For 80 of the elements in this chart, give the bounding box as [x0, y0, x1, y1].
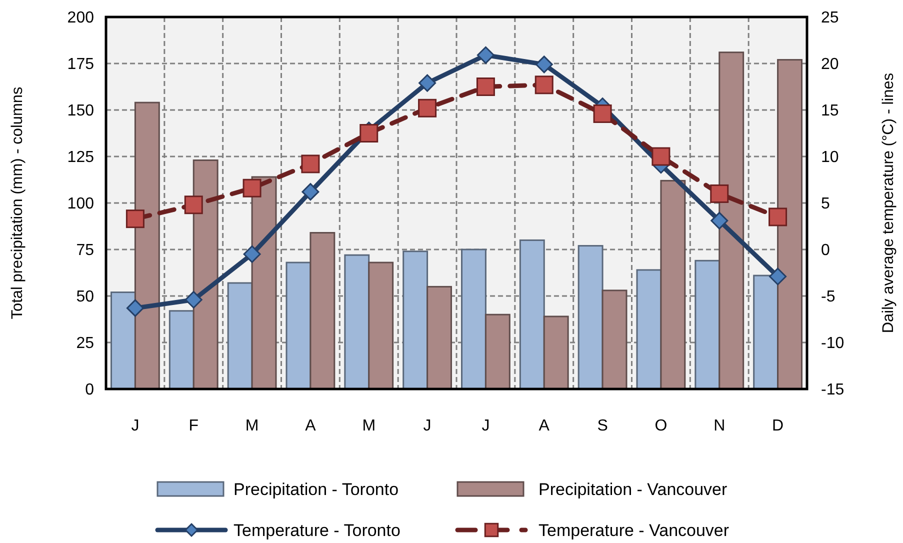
y-axis-title: Total precipitation (mm) - columns — [9, 86, 26, 320]
point — [302, 183, 320, 201]
y2-tick-label: 20 — [821, 56, 839, 74]
bar — [519, 239, 545, 390]
point — [418, 98, 437, 118]
x-tick-label: F — [188, 418, 199, 435]
point — [243, 245, 261, 263]
bar — [777, 59, 802, 390]
y2-tick-label: 25 — [821, 10, 839, 27]
point — [652, 147, 670, 166]
y-tick-label: 125 — [67, 149, 94, 166]
point — [184, 196, 203, 214]
x-tick-label: J — [131, 418, 140, 435]
bar — [636, 269, 662, 390]
point — [360, 124, 378, 142]
point — [242, 178, 262, 198]
point — [593, 104, 612, 123]
bar — [578, 245, 604, 390]
y-tick-label: 25 — [76, 335, 94, 352]
point — [301, 154, 320, 174]
point — [710, 212, 728, 230]
bar — [368, 262, 394, 390]
bar — [286, 262, 312, 390]
x-tick-label: D — [772, 418, 784, 435]
bar — [484, 314, 510, 390]
y-tick-label: 50 — [76, 288, 94, 306]
point — [418, 74, 436, 92]
y2-tick-label: -5 — [821, 288, 836, 306]
bar — [660, 180, 686, 390]
point — [768, 208, 788, 226]
y2-tick-label: -10 — [821, 335, 844, 352]
bar — [718, 52, 744, 390]
bar — [168, 310, 194, 390]
y-tick-label: 0 — [85, 382, 94, 399]
point — [534, 76, 554, 94]
point — [476, 46, 494, 64]
x-tick-label: J — [482, 418, 490, 435]
y-tick-label: 200 — [67, 10, 94, 27]
legend-label: Precipitation - Toronto — [234, 480, 399, 499]
x-tick-label: M — [245, 418, 259, 435]
point — [476, 78, 495, 96]
y2-tick-label: 15 — [821, 102, 839, 120]
legend-label: Precipitation - Vancouver — [538, 480, 728, 499]
bar — [227, 282, 253, 390]
bar — [134, 102, 160, 390]
bar — [192, 159, 218, 390]
bar — [461, 248, 486, 390]
bar — [402, 250, 428, 390]
bar — [753, 274, 779, 390]
bar — [543, 316, 569, 390]
y2-axis-title: Daily average temperature (°C) - lines — [880, 72, 897, 334]
bar — [694, 260, 720, 390]
x-tick-label: N — [714, 418, 726, 435]
y2-tick-label: 5 — [821, 196, 830, 213]
legend-label: Temperature - Vancouver — [538, 520, 730, 540]
y2-tick-label: -15 — [821, 382, 844, 399]
point — [126, 210, 144, 228]
y-tick-label: 75 — [76, 242, 94, 260]
point — [710, 184, 729, 203]
bar — [310, 232, 336, 390]
y-tick-label: 100 — [67, 196, 94, 213]
y-tick-label: 150 — [67, 102, 94, 120]
y2-tick-label: 0 — [821, 242, 830, 260]
x-tick-label: M — [362, 418, 376, 435]
bar — [344, 254, 370, 390]
point — [769, 268, 787, 286]
x-tick-label: A — [305, 418, 316, 435]
legend-label: Temperature - Toronto — [234, 520, 400, 540]
bar — [426, 286, 452, 390]
y2-tick-label: 10 — [821, 149, 839, 166]
point — [184, 290, 202, 308]
x-tick-label: A — [538, 418, 550, 435]
y-tick-label: 175 — [67, 56, 94, 74]
point — [126, 299, 144, 317]
x-tick-label: J — [423, 418, 432, 435]
bar — [602, 290, 628, 390]
x-tick-label: O — [654, 418, 668, 435]
bar — [110, 292, 136, 390]
point — [535, 56, 553, 74]
x-tick-label: S — [597, 418, 608, 435]
